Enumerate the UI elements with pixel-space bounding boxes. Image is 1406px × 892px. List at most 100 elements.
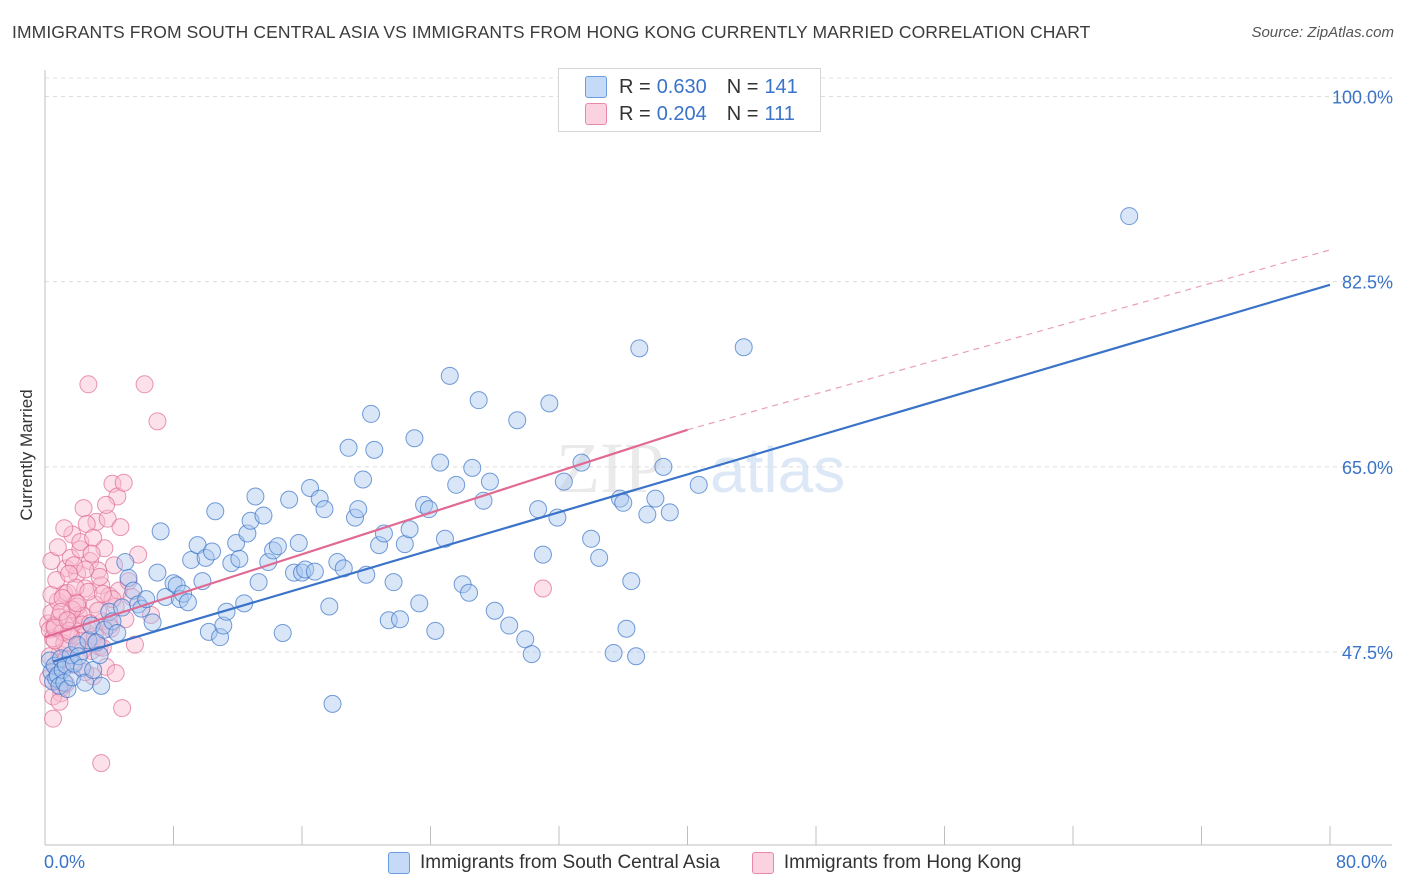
data-point-south-central-asia [116,553,135,572]
watermark-atlas: atlas [710,434,845,506]
data-point-hong-kong [74,499,93,518]
legend-label-hong-kong: Immigrants from Hong Kong [783,852,1022,873]
data-point-south-central-asia [230,549,249,568]
series-south-central-asia-points [40,207,1139,713]
data-point-hong-kong [82,544,101,563]
data-point-south-central-asia [582,529,601,548]
data-point-south-central-asia [203,542,222,561]
data-point-south-central-asia [365,440,384,459]
data-point-south-central-asia [246,487,265,506]
data-point-south-central-asia [469,391,488,410]
data-point-hong-kong [53,589,72,608]
legend-n-label: N = [726,102,759,125]
data-point-hong-kong [63,600,82,619]
data-point-south-central-asia [447,475,466,494]
data-point-south-central-asia [182,550,201,569]
data-point-south-central-asia [315,500,334,519]
legend-n-value-blue: 141 [764,75,798,98]
data-point-south-central-asia [320,597,339,616]
data-point-hong-kong [113,699,132,718]
data-point-south-central-asia [211,628,230,647]
data-point-south-central-asia [214,616,233,635]
data-point-hong-kong [92,754,111,773]
data-point-south-central-asia [339,438,358,457]
data-point-south-central-asia [323,694,342,713]
legend-n-value-pink: 111 [764,102,795,125]
data-point-south-central-asia [384,573,403,592]
data-point-south-central-asia [280,490,299,509]
data-point-south-central-asia [654,457,673,476]
data-point-south-central-asia [58,680,77,699]
data-point-south-central-asia [604,644,623,663]
data-point-south-central-asia [395,535,414,554]
data-point-south-central-asia [72,658,91,677]
data-point-hong-kong [55,519,74,538]
legend-row-blue: R = 0.630 N = 141 [585,74,798,100]
legend-n-label: N = [726,75,759,98]
data-point-south-central-asia [334,559,353,578]
legend-r-value-pink: 0.204 [656,102,707,125]
data-point-south-central-asia [590,548,609,567]
data-point-hong-kong [93,584,112,603]
data-point-south-central-asia [460,583,479,602]
data-point-south-central-asia [734,338,753,357]
data-point-south-central-asia [660,503,679,522]
data-point-south-central-asia [268,537,287,556]
data-point-south-central-asia [419,500,438,519]
data-point-south-central-asia [151,522,170,541]
data-point-south-central-asia [178,593,197,612]
data-point-south-central-asia [293,563,311,582]
data-point-south-central-asia [435,529,454,548]
data-point-south-central-asia [627,647,646,666]
data-point-hong-kong [58,611,77,630]
trend-line-hong-kong-extension [687,249,1331,431]
y-tick-label: 47.5% [1342,643,1393,663]
y-tick-label: 65.0% [1342,458,1393,478]
x-tick-label-min: 0.0% [44,852,86,872]
legend-swatch-blue [585,76,607,98]
data-point-south-central-asia [689,475,708,494]
data-point-south-central-asia [410,594,429,613]
data-point-south-central-asia [273,623,292,642]
trend-line-hong-kong [44,428,688,639]
legend-item-hong-kong: Immigrants from Hong Kong [751,852,1022,874]
data-point-hong-kong [114,473,133,492]
data-point-south-central-asia [572,453,591,472]
data-point-south-central-asia [92,676,111,695]
data-point-south-central-asia [196,548,215,567]
data-point-hong-kong [111,518,130,537]
data-point-south-central-asia [349,500,368,519]
data-point-south-central-asia [148,563,167,582]
legend-r-label: R = [619,75,651,98]
legend-row-pink: R = 0.204 N = 111 [585,101,795,127]
data-point-south-central-asia [638,505,657,524]
data-point-south-central-asia [540,394,559,413]
data-point-south-central-asia [68,635,87,654]
watermark-zip: ZIP [556,428,664,508]
data-point-hong-kong [90,567,109,586]
data-point-hong-kong [98,509,117,528]
legend-swatch-pink [585,103,607,125]
data-point-south-central-asia [310,489,329,508]
data-point-south-central-asia [174,584,193,603]
data-point-south-central-asia [143,613,162,632]
chart-title: IMMIGRANTS FROM SOUTH CENTRAL ASIA VS IM… [12,22,1091,42]
data-point-south-central-asia [533,545,552,564]
data-point-south-central-asia [614,493,633,512]
data-point-south-central-asia [508,411,527,430]
x-tick-label-max: 80.0% [1336,852,1388,872]
data-point-south-central-asia [622,572,641,591]
data-point-south-central-asia [249,573,268,592]
data-point-south-central-asia [646,489,665,508]
data-point-hong-kong [148,412,167,431]
data-point-south-central-asia [206,502,225,521]
data-point-hong-kong [48,538,67,557]
source-credit: Source: ZipAtlas.com [1251,24,1394,41]
data-point-south-central-asia [400,520,419,539]
y-tick-labels: 47.5% 65.0% 82.5% 100.0% [1332,88,1393,664]
data-point-south-central-asia [522,645,541,664]
data-point-south-central-asia [554,472,573,491]
data-point-south-central-asia [370,536,389,555]
data-point-south-central-asia [222,554,241,573]
